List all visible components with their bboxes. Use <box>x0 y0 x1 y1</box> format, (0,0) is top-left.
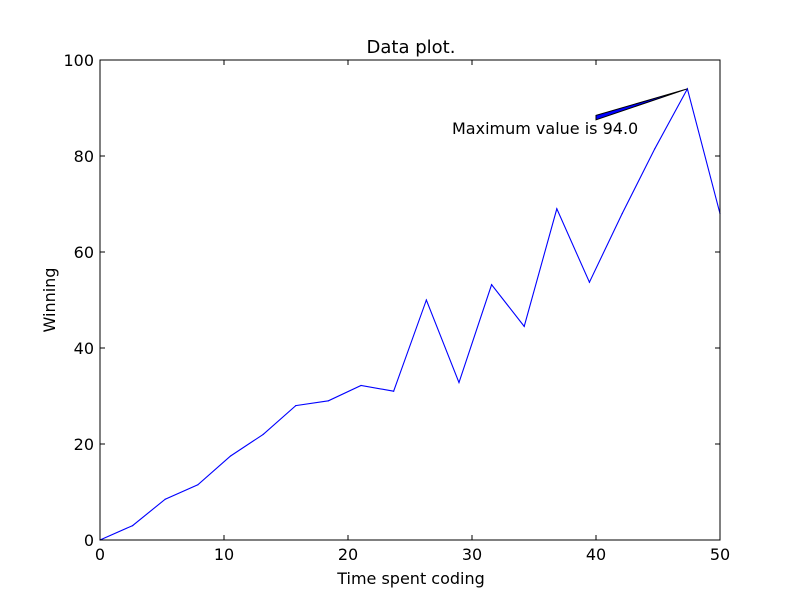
x-tick-label: 20 <box>338 545 358 564</box>
data-point <box>327 400 330 402</box>
data-point <box>197 484 199 486</box>
chart-title: Data plot. <box>367 37 456 58</box>
y-axis-label: Winning <box>40 268 59 333</box>
annotation-layer: Maximum value is 94.0 <box>452 88 688 138</box>
data-point <box>164 498 166 500</box>
data-point <box>654 148 656 150</box>
data-point <box>393 390 395 392</box>
data-point <box>360 384 362 387</box>
data-point <box>490 284 493 286</box>
data-point <box>458 381 460 384</box>
data-point <box>425 299 427 301</box>
x-tick-label: 0 <box>95 545 105 564</box>
data-point <box>295 405 297 407</box>
y-tick-label: 80 <box>74 147 94 166</box>
data-point <box>621 213 623 215</box>
data-point <box>523 325 525 327</box>
y-tick-label: 60 <box>74 243 94 262</box>
y-tick-label: 40 <box>74 339 94 358</box>
data-point <box>588 281 591 283</box>
data-point <box>132 525 134 527</box>
data-point <box>262 433 264 435</box>
line-layer <box>99 87 721 541</box>
y-tick-label: 0 <box>84 531 94 550</box>
x-tick-label: 10 <box>214 545 234 564</box>
annotation-text: Maximum value is 94.0 <box>452 119 638 138</box>
series-line <box>99 87 721 541</box>
x-tick-label: 50 <box>710 545 730 564</box>
tick-layer: 0 10 20 30 40 50 0 20 40 60 80 100 <box>63 51 730 564</box>
x-tick-label: 40 <box>586 545 606 564</box>
y-tick-label: 20 <box>74 435 94 454</box>
plot-frame <box>99 59 721 541</box>
x-tick-label: 30 <box>462 545 482 564</box>
annotation-arrow <box>595 88 688 121</box>
data-point <box>556 208 558 210</box>
x-axis-label: Time spent coding <box>336 569 485 588</box>
y-tick-label: 100 <box>63 51 94 70</box>
data-point <box>229 455 232 457</box>
